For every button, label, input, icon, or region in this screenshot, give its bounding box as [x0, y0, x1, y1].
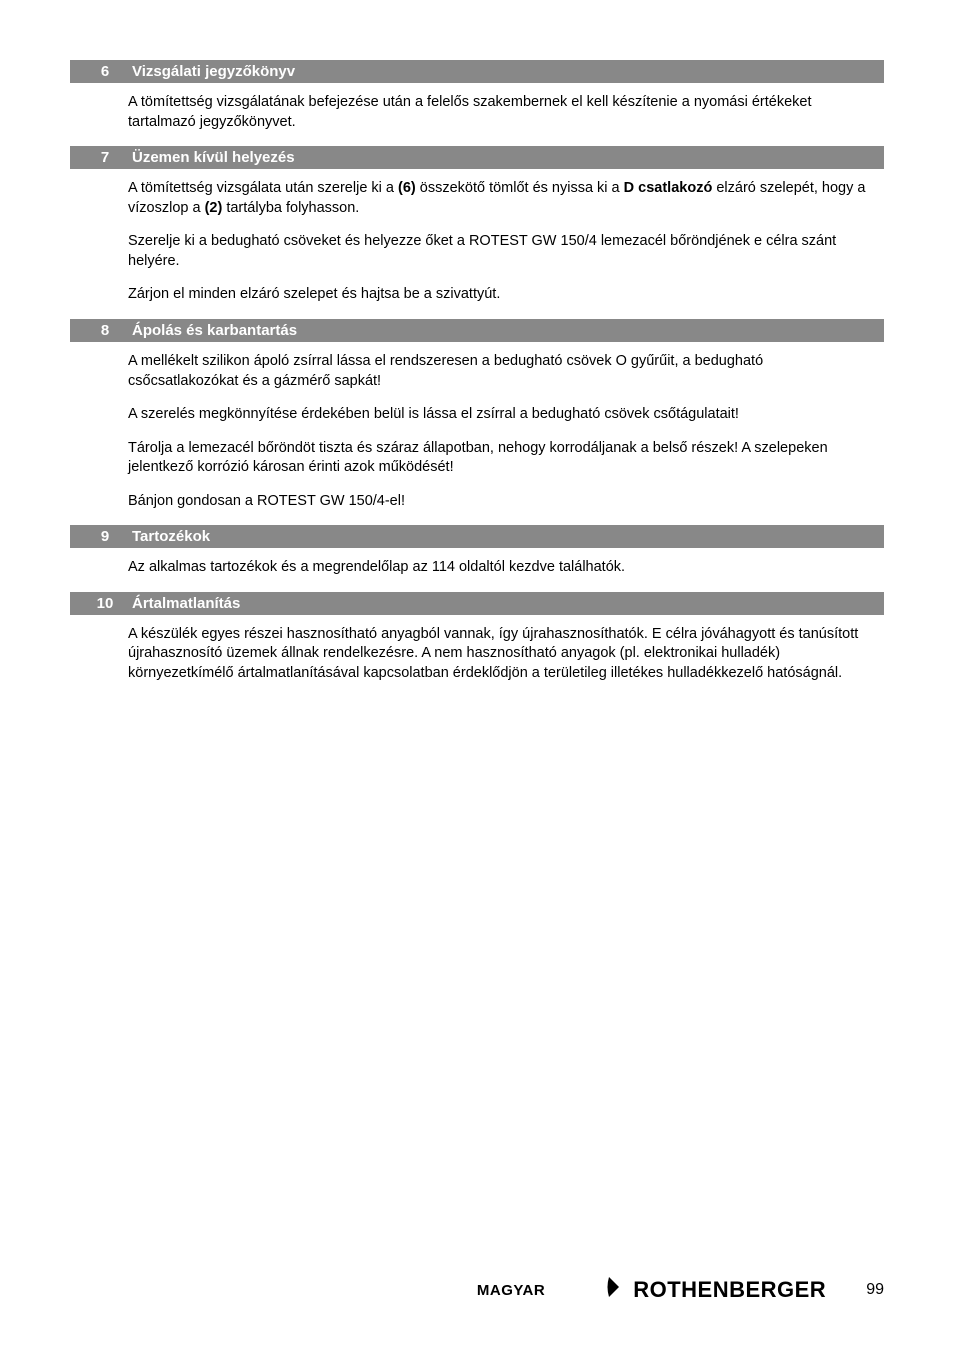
text-run: tartályba folyhasson. — [222, 200, 359, 216]
brand-text: ROTHENBERGER — [633, 1277, 826, 1303]
brand-arrow-icon — [605, 1276, 627, 1304]
section-number: 6 — [80, 63, 130, 80]
section-title: Ártalmatlanítás — [132, 595, 240, 612]
footer-language: MAGYAR — [477, 1282, 545, 1299]
footer-brand: ROTHENBERGER — [605, 1276, 826, 1304]
section-8-p4: Bánjon gondosan a ROTEST GW 150/4-el! — [128, 492, 874, 512]
section-number: 8 — [80, 322, 130, 339]
page-footer: MAGYAR ROTHENBERGER 99 — [0, 1276, 954, 1304]
section-10-p1: A készülék egyes részei hasznosítható an… — [128, 625, 874, 684]
section-title: Tartozékok — [132, 528, 210, 545]
section-9-p1: Az alkalmas tartozékok és a megrendelőla… — [128, 558, 874, 578]
section-7-p3: Zárjon el minden elzáró szelepet és hajt… — [128, 285, 874, 305]
section-8-p1: A mellékelt szilikon ápoló zsírral lássa… — [128, 352, 874, 391]
bold-run: D csatlakozó — [624, 180, 713, 196]
section-8-p2: A szerelés megkönnyítése érdekében belül… — [128, 405, 874, 425]
footer-page-number: 99 — [866, 1281, 884, 1299]
section-8-p3: Tárolja a lemezacél bőröndöt tiszta és s… — [128, 439, 874, 478]
text-run: A tömítettség vizsgálata után szerelje k… — [128, 180, 398, 196]
bold-run: (6) — [398, 180, 416, 196]
section-header-6: 6 Vizsgálati jegyzőkönyv — [70, 60, 884, 83]
section-header-10: 10 Ártalmatlanítás — [70, 592, 884, 615]
section-header-7: 7 Üzemen kívül helyezés — [70, 146, 884, 169]
section-7-p1: A tömítettség vizsgálata után szerelje k… — [128, 179, 874, 218]
section-number: 9 — [80, 528, 130, 545]
section-6-p1: A tömítettség vizsgálatának befejezése u… — [128, 93, 874, 132]
section-title: Üzemen kívül helyezés — [132, 149, 295, 166]
section-header-9: 9 Tartozékok — [70, 525, 884, 548]
section-title: Vizsgálati jegyzőkönyv — [132, 63, 295, 80]
section-title: Ápolás és karbantartás — [132, 322, 297, 339]
section-header-8: 8 Ápolás és karbantartás — [70, 319, 884, 342]
section-7-p2: Szerelje ki a bedugható csöveket és hely… — [128, 232, 874, 271]
bold-run: (2) — [205, 200, 223, 216]
section-number: 10 — [80, 595, 130, 612]
section-number: 7 — [80, 149, 130, 166]
text-run: összekötő tömlőt és nyissa ki a — [416, 180, 624, 196]
